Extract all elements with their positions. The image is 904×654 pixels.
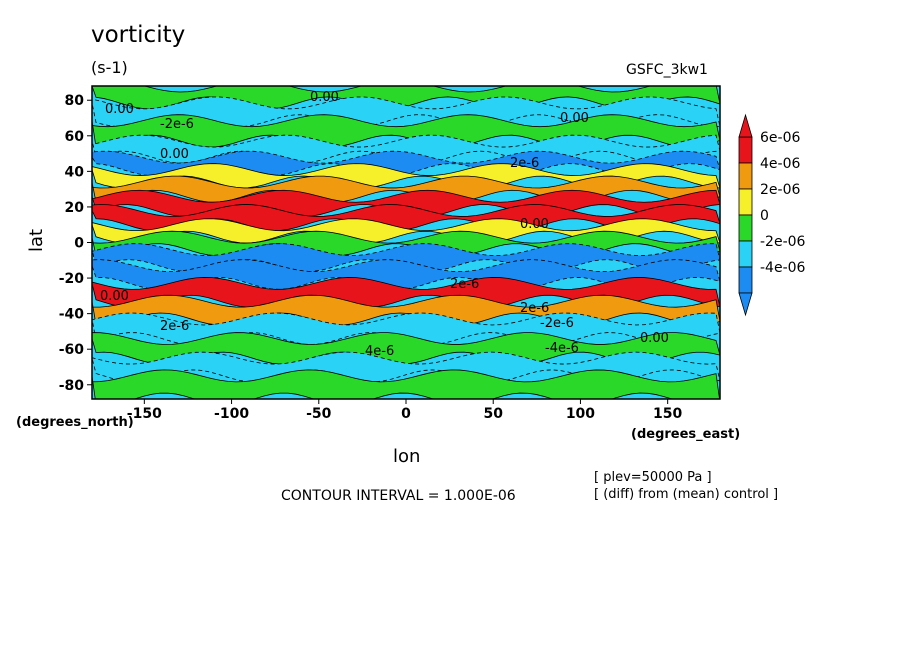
contour-label: 2e-6 (450, 277, 479, 292)
y-tick-label: -40 (59, 307, 85, 323)
colorbar-label: 4e-06 (760, 156, 800, 172)
contour-labels: 0.000.000.00-2e-60.002e-60.002e-62e-6-2e… (100, 90, 669, 359)
contour-label: 2e-6 (520, 301, 549, 316)
contour-band (92, 351, 720, 383)
x-axis-label: lon (393, 446, 421, 467)
contour-band (92, 312, 720, 345)
contour-interval: CONTOUR INTERVAL = 1.000E-06 (281, 488, 516, 504)
chart-units: (s-1) (91, 58, 128, 77)
chart-title: vorticity (91, 22, 186, 48)
colorbar-swatch (738, 266, 753, 294)
contour-label: 0.00 (310, 90, 339, 105)
y-tick-label: -20 (59, 271, 85, 287)
contour-band (92, 204, 720, 232)
model-name: GSFC_3kw1 (626, 62, 708, 78)
contour-band (92, 96, 720, 128)
y-tick-label: -80 (59, 378, 85, 394)
contour-label: 0.00 (105, 102, 134, 117)
contour-label: 0.00 (560, 111, 589, 126)
x-tick-label: -100 (214, 406, 249, 422)
x-tick-label: 0 (401, 406, 411, 422)
x-unit-label: (degrees_east) (631, 427, 741, 442)
contour-label: 0.00 (640, 331, 669, 346)
x-tick-label: 100 (566, 406, 595, 422)
contour-band (92, 369, 720, 399)
y-tick-label: -60 (59, 342, 85, 358)
contour-field (92, 86, 720, 399)
y-tick-label: 80 (65, 93, 85, 109)
contour-band (92, 163, 720, 189)
axes: -150 -100 -50 0 50 100 150 80 60 40 20 0 -20 -40 -60 -8… (59, 93, 683, 422)
colorbar-label: 6e-06 (760, 130, 800, 146)
colorbar-label: 0 (760, 208, 769, 224)
x-tick-label: -150 (127, 406, 162, 422)
colorbar-swatch (738, 162, 753, 190)
colorbar-swatch (738, 214, 753, 242)
colorbar-top-arrow (738, 113, 753, 138)
y-tick-label: 40 (65, 164, 85, 180)
colorbar: 6e-06 4e-06 2e-06 0 -2e-06 -4e-06 (738, 113, 806, 317)
contour-band (92, 218, 720, 244)
contour-label: -4e-6 (545, 341, 579, 356)
contour-label: 2e-6 (510, 156, 539, 171)
y-tick-label: 20 (65, 200, 85, 216)
contour-label: 2e-6 (160, 319, 189, 334)
y-unit-label: (degrees_north) (16, 415, 134, 430)
y-tick-label: 60 (65, 129, 85, 145)
contour-label: 0.00 (160, 147, 189, 162)
x-tick-label: 150 (653, 406, 682, 422)
contour-label: -2e-6 (540, 316, 574, 331)
contour-label: 4e-6 (365, 344, 394, 359)
contour-band (92, 259, 720, 290)
contour-label: 0.00 (100, 289, 129, 304)
x-tick-label: -50 (306, 406, 332, 422)
plev-note: [ plev=50000 Pa ] (594, 470, 712, 485)
colorbar-swatch (738, 136, 753, 164)
contour-label: -2e-6 (160, 117, 194, 132)
colorbar-label: -4e-06 (760, 260, 806, 276)
colorbar-label: -2e-06 (760, 234, 806, 250)
colorbar-swatch (738, 240, 753, 268)
contour-label: 0.00 (520, 217, 549, 232)
colorbar-swatch (738, 188, 753, 216)
diff-note: [ (diff) from (mean) control ] (594, 487, 779, 502)
y-tick-label: 0 (74, 236, 84, 252)
x-tick-label: 50 (483, 406, 503, 422)
colorbar-label: 2e-06 (760, 182, 800, 198)
colorbar-bottom-arrow (738, 292, 753, 317)
